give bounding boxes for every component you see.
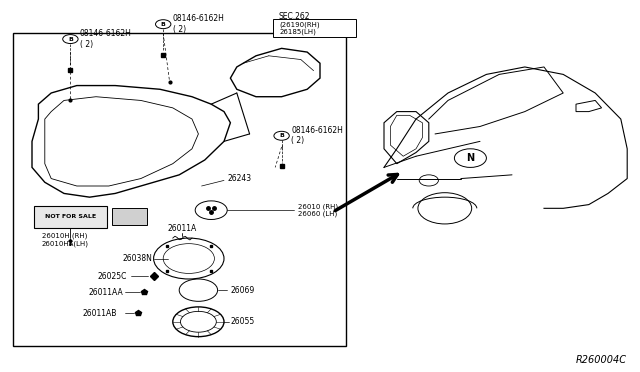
Text: 26011AA: 26011AA [88, 288, 123, 296]
Text: B: B [279, 133, 284, 138]
Text: N: N [467, 153, 474, 163]
Text: 26025C: 26025C [97, 272, 127, 281]
Text: 26010H (RH)
26010HA(LH): 26010H (RH) 26010HA(LH) [42, 233, 88, 247]
FancyBboxPatch shape [34, 206, 107, 228]
Text: 26243: 26243 [228, 174, 252, 183]
Bar [112, 208, 147, 225]
Text: 26011A: 26011A [168, 224, 197, 233]
Text: 26038N: 26038N [123, 254, 152, 263]
Text: NOT FOR SALE: NOT FOR SALE [45, 214, 96, 219]
Text: 26069: 26069 [230, 286, 255, 295]
Text: B: B [161, 22, 166, 27]
Text: 08146-6162H
( 2): 08146-6162H ( 2) [173, 15, 225, 34]
Text: 26010 (RH)
26060 (LH): 26010 (RH) 26060 (LH) [298, 203, 338, 217]
Text: 08146-6162H
( 2): 08146-6162H ( 2) [80, 29, 132, 49]
Text: 26011AB: 26011AB [82, 309, 116, 318]
Text: 26055: 26055 [230, 317, 255, 326]
Text: (26190(RH)
26185(LH): (26190(RH) 26185(LH) [279, 21, 319, 35]
Text: SEC.262: SEC.262 [278, 12, 310, 21]
FancyBboxPatch shape [273, 19, 356, 37]
Bar [13, 33, 346, 346]
Text: 08146-6162H
( 2): 08146-6162H ( 2) [291, 126, 343, 145]
Text: R260004C: R260004C [576, 355, 627, 365]
Text: B: B [68, 36, 73, 42]
